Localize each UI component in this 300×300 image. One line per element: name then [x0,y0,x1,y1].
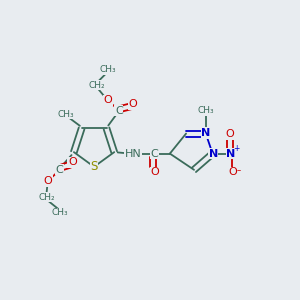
Text: O: O [226,130,235,140]
Text: C: C [151,148,158,159]
Text: HN: HN [125,148,142,159]
Text: CH₂: CH₂ [38,193,55,202]
Text: CH₃: CH₃ [57,110,74,119]
Text: C: C [115,106,123,116]
Text: CH₃: CH₃ [51,208,68,217]
Text: O: O [68,158,77,167]
Text: O: O [129,99,137,109]
Text: O: O [44,176,52,186]
Text: O: O [150,167,159,178]
Text: C: C [55,165,63,175]
Text: S: S [90,160,98,173]
Text: CH₃: CH₃ [99,65,116,74]
Text: N: N [201,128,210,138]
Text: N: N [208,148,218,159]
Text: +: + [233,144,239,153]
Text: CH₂: CH₂ [88,81,105,90]
Text: O: O [228,167,237,177]
Text: O: O [103,95,112,106]
Text: N: N [226,148,236,159]
Text: –: – [237,166,241,175]
Text: CH₃: CH₃ [197,106,214,115]
